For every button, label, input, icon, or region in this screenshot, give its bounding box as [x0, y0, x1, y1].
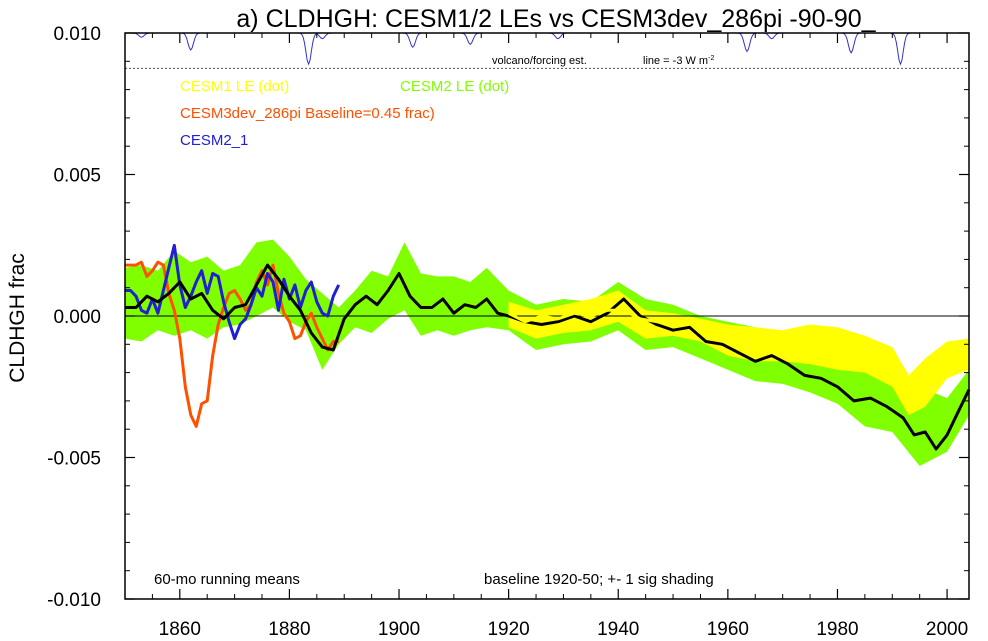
- x-tick-label: 1900: [378, 619, 420, 640]
- y-axis-label: CLDHGH frac: [6, 253, 29, 383]
- legend-cesm2-1: CESM2_1: [180, 132, 248, 149]
- y-tick-label: 0.005: [53, 166, 101, 187]
- series-line-1: [125, 243, 341, 341]
- y-tick-label: 0.010: [53, 24, 101, 45]
- legend-cesm2: CESM2 LE (dot): [400, 78, 509, 95]
- x-tick-label: 1880: [268, 619, 310, 640]
- series-line-0: [125, 260, 339, 428]
- legend-cesm3: CESM3dev_286pi Baseline=0.45 frac): [180, 105, 435, 122]
- y-tick-label: -0.005: [47, 449, 101, 470]
- x-tick-label: 2000: [926, 619, 968, 640]
- legend-cesm1: CESM1 LE (dot): [180, 78, 289, 95]
- line-scale-text: line = -3 W m: [643, 55, 708, 67]
- axes: 1860 1880 1900 1920 1940 1960 1980 2000 0.010 0.0…: [47, 24, 969, 640]
- y-tick-label: 0.000: [53, 307, 101, 328]
- x-tick-label: 1980: [816, 619, 858, 640]
- x-tick-label: 1920: [487, 619, 529, 640]
- line-scale-superscript: -2: [708, 55, 714, 62]
- x-tick-label: 1940: [597, 619, 639, 640]
- chart-title: a) CLDHGH: CESM1/2 LEs vs CESM3dev_286pi…: [236, 5, 876, 33]
- series-line-3: [507, 308, 969, 400]
- volcano-annotation: volcano/forcing est.: [492, 55, 587, 67]
- line-scale-annotation: line = -3 W m-2: [643, 55, 714, 67]
- shading-bands: [125, 239, 969, 466]
- running-means-annotation: 60-mo running means: [154, 571, 300, 588]
- series-lines: [125, 243, 971, 451]
- x-tick-label: 1860: [159, 619, 201, 640]
- series-line-2: [125, 263, 971, 451]
- y-tick-label: -0.010: [47, 590, 101, 611]
- baseline-annotation: baseline 1920-50; +- 1 sig shading: [484, 571, 714, 588]
- x-tick-label: 1960: [707, 619, 749, 640]
